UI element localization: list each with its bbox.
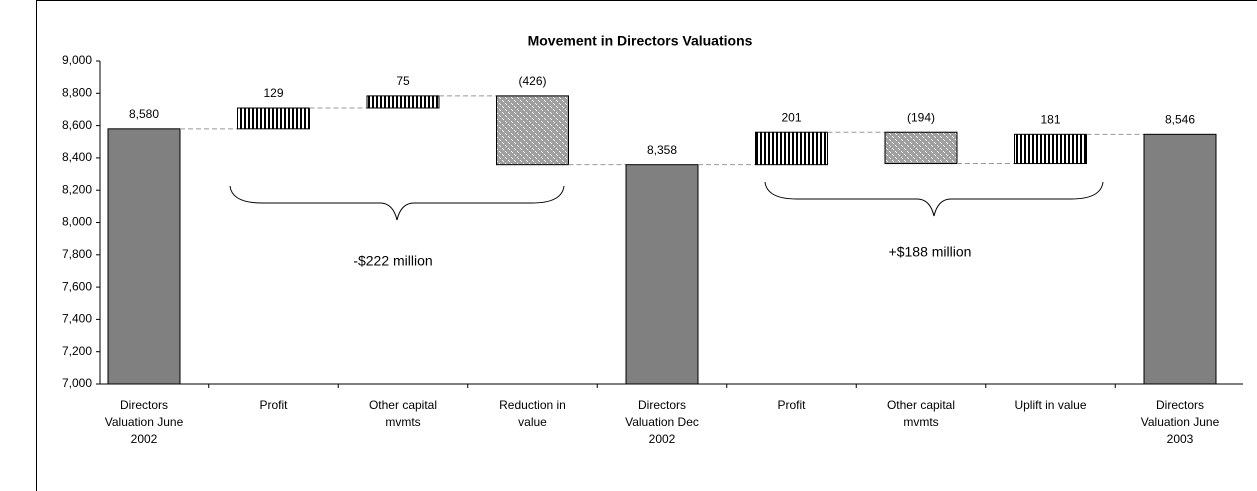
value-label: (194) [907,110,935,124]
x-tick-label: Reduction in value [499,398,566,429]
value-label: 8,580 [129,107,159,121]
y-tick-label: 8,600 [62,118,92,132]
chart-title: Movement in Directors Valuations [528,33,753,49]
bar [625,164,699,385]
y-tick-label: 8,800 [62,85,92,99]
bar [884,131,958,165]
bar [755,131,828,166]
value-label: (426) [518,74,546,88]
y-tick-label: 8,000 [62,215,92,229]
bar [237,107,310,130]
y-tick-label: 8,400 [62,150,92,164]
bar [496,95,569,166]
bar [1143,133,1217,385]
y-tick-label: 7,600 [62,279,92,293]
bar [1014,133,1087,165]
x-tick-label: Profit [259,398,288,412]
value-label: 181 [1040,112,1060,126]
x-tick-label: Uplift in value [1014,398,1086,412]
y-tick-label: 7,000 [62,376,92,390]
chart-frame [36,0,1257,491]
bar [107,128,181,385]
x-tick-label: Directors Valuation June 2002 [105,398,184,446]
y-tick-label: 8,200 [62,182,92,196]
value-label: 8,546 [1165,112,1195,126]
x-tick-label: Other capital mvmts [369,398,437,429]
value-label: 8,358 [647,143,677,157]
value-label: 129 [263,86,283,100]
annotation: -$222 million [353,253,432,269]
value-label: 75 [396,74,410,88]
bar [366,95,440,109]
annotation: +$188 million [889,244,972,260]
y-tick-label: 7,800 [62,247,92,261]
y-tick-label: 9,000 [62,53,92,67]
y-tick-label: 7,200 [62,344,92,358]
brace [764,181,1104,217]
y-tick-label: 7,400 [62,312,92,326]
x-tick-label: Directors Valuation Dec 2002 [625,398,699,446]
x-tick-label: Profit [777,398,806,412]
value-label: 201 [781,110,801,124]
brace [229,185,565,221]
x-tick-label: Other capital mvmts [887,398,955,429]
x-tick-label: Directors Valuation June 2003 [1141,398,1220,446]
